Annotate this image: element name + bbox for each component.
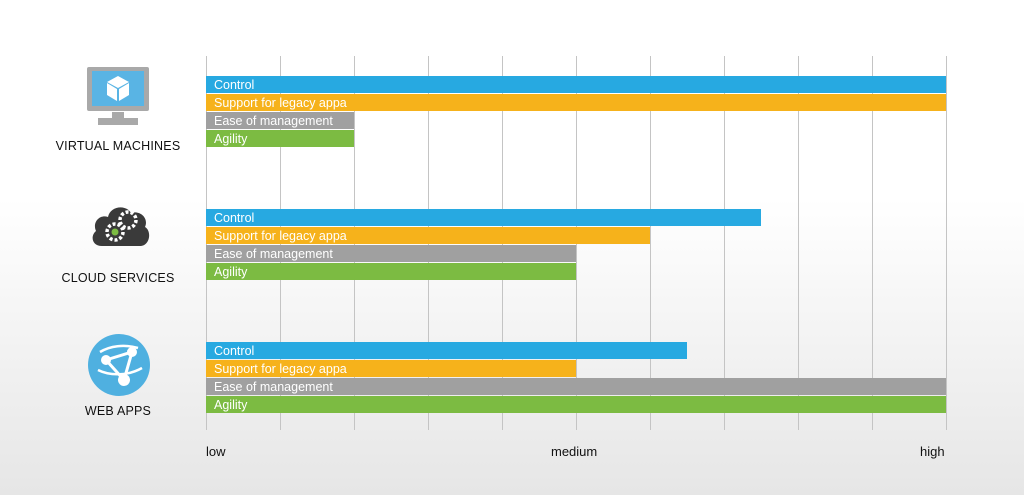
bar-label: Support for legacy appa	[214, 96, 347, 110]
bar	[206, 94, 946, 111]
bar	[206, 245, 576, 262]
bar-label: Control	[214, 344, 254, 358]
x-tick-label-low: low	[206, 444, 226, 459]
bar-label: Ease of management	[214, 247, 333, 261]
bar-label: Support for legacy appa	[214, 362, 347, 376]
bar-label: Control	[214, 211, 254, 225]
cloud-gears-icon	[92, 207, 150, 246]
group-label-virtual-machines: VIRTUAL MACHINES	[55, 139, 181, 153]
group-label-cloud-services: CLOUD SERVICES	[61, 271, 175, 285]
bar-label: Ease of management	[214, 380, 333, 394]
monitor-cube-icon	[87, 67, 149, 125]
x-tick-label-medium: medium	[551, 444, 598, 459]
bar	[206, 342, 687, 359]
bar	[206, 396, 946, 413]
x-tick-label-high: high	[920, 444, 945, 459]
bar-label: Ease of management	[214, 114, 333, 128]
group-label-web-apps: WEB APPS	[84, 404, 152, 418]
bar	[206, 227, 650, 244]
bar	[206, 378, 946, 395]
bar-label: Agility	[214, 132, 248, 146]
bar-label: Agility	[214, 398, 248, 412]
bar	[206, 360, 576, 377]
bar	[206, 209, 761, 226]
bar-label: Support for legacy appa	[214, 229, 347, 243]
bar	[206, 112, 354, 129]
bar-label: Agility	[214, 265, 248, 279]
bar	[206, 76, 946, 93]
web-app-globe-icon	[88, 334, 150, 396]
bar	[206, 130, 354, 147]
bar-label: Control	[214, 78, 254, 92]
bar	[206, 263, 576, 280]
